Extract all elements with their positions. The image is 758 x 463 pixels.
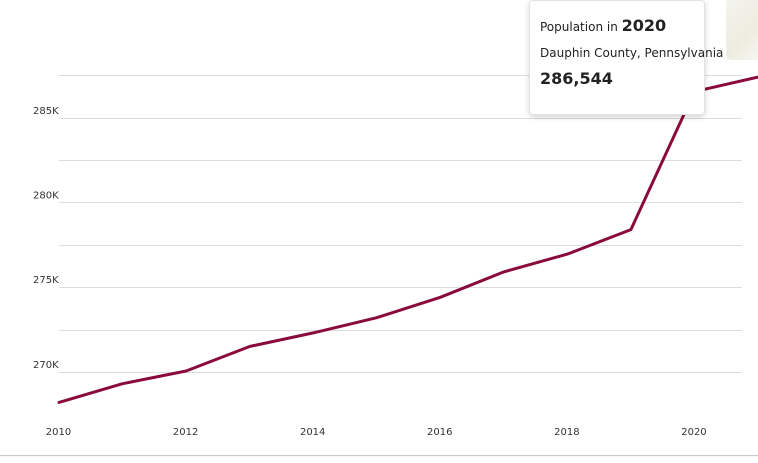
y-tick-label: 280K <box>33 190 59 201</box>
y-tick-label: 270K <box>33 360 59 371</box>
data-point <box>121 382 124 385</box>
tooltip-year: 2020 <box>621 16 667 35</box>
x-axis-ticks: 2010 2012 2014 2016 2018 2020 <box>46 427 707 438</box>
series-line <box>57 75 758 404</box>
data-point <box>629 228 633 231</box>
tooltip-label: Population in <box>540 20 618 34</box>
x-tick-label: 2020 <box>681 427 706 438</box>
x-tick-label: 2010 <box>46 427 71 438</box>
data-point <box>248 345 251 348</box>
gridlines <box>0 75 758 457</box>
map-remnant <box>726 0 758 60</box>
y-tick-label: 285K <box>33 106 59 117</box>
series-layer <box>57 75 758 404</box>
data-point <box>184 369 188 373</box>
x-tick-label: 2014 <box>300 427 325 438</box>
y-tick-label: 275K <box>33 275 59 286</box>
tooltip-title: Population in 2020 <box>540 15 694 38</box>
y-axis-ticks: 270K 275K 280K 285K <box>33 106 59 371</box>
data-tooltip: Population in 2020 Dauphin County, Penns… <box>529 0 724 115</box>
x-tick-label: 2018 <box>554 427 579 438</box>
tooltip-value: 286,544 <box>540 69 613 88</box>
data-point <box>566 252 569 256</box>
data-point <box>375 316 378 319</box>
data-point <box>312 331 315 335</box>
tooltip-region: Dauphin County, Pennsylvania <box>540 46 724 60</box>
x-tick-label: 2016 <box>427 427 452 438</box>
data-point <box>502 270 505 274</box>
x-tick-label: 2012 <box>173 427 198 438</box>
data-point <box>439 296 442 299</box>
data-point <box>57 401 61 404</box>
